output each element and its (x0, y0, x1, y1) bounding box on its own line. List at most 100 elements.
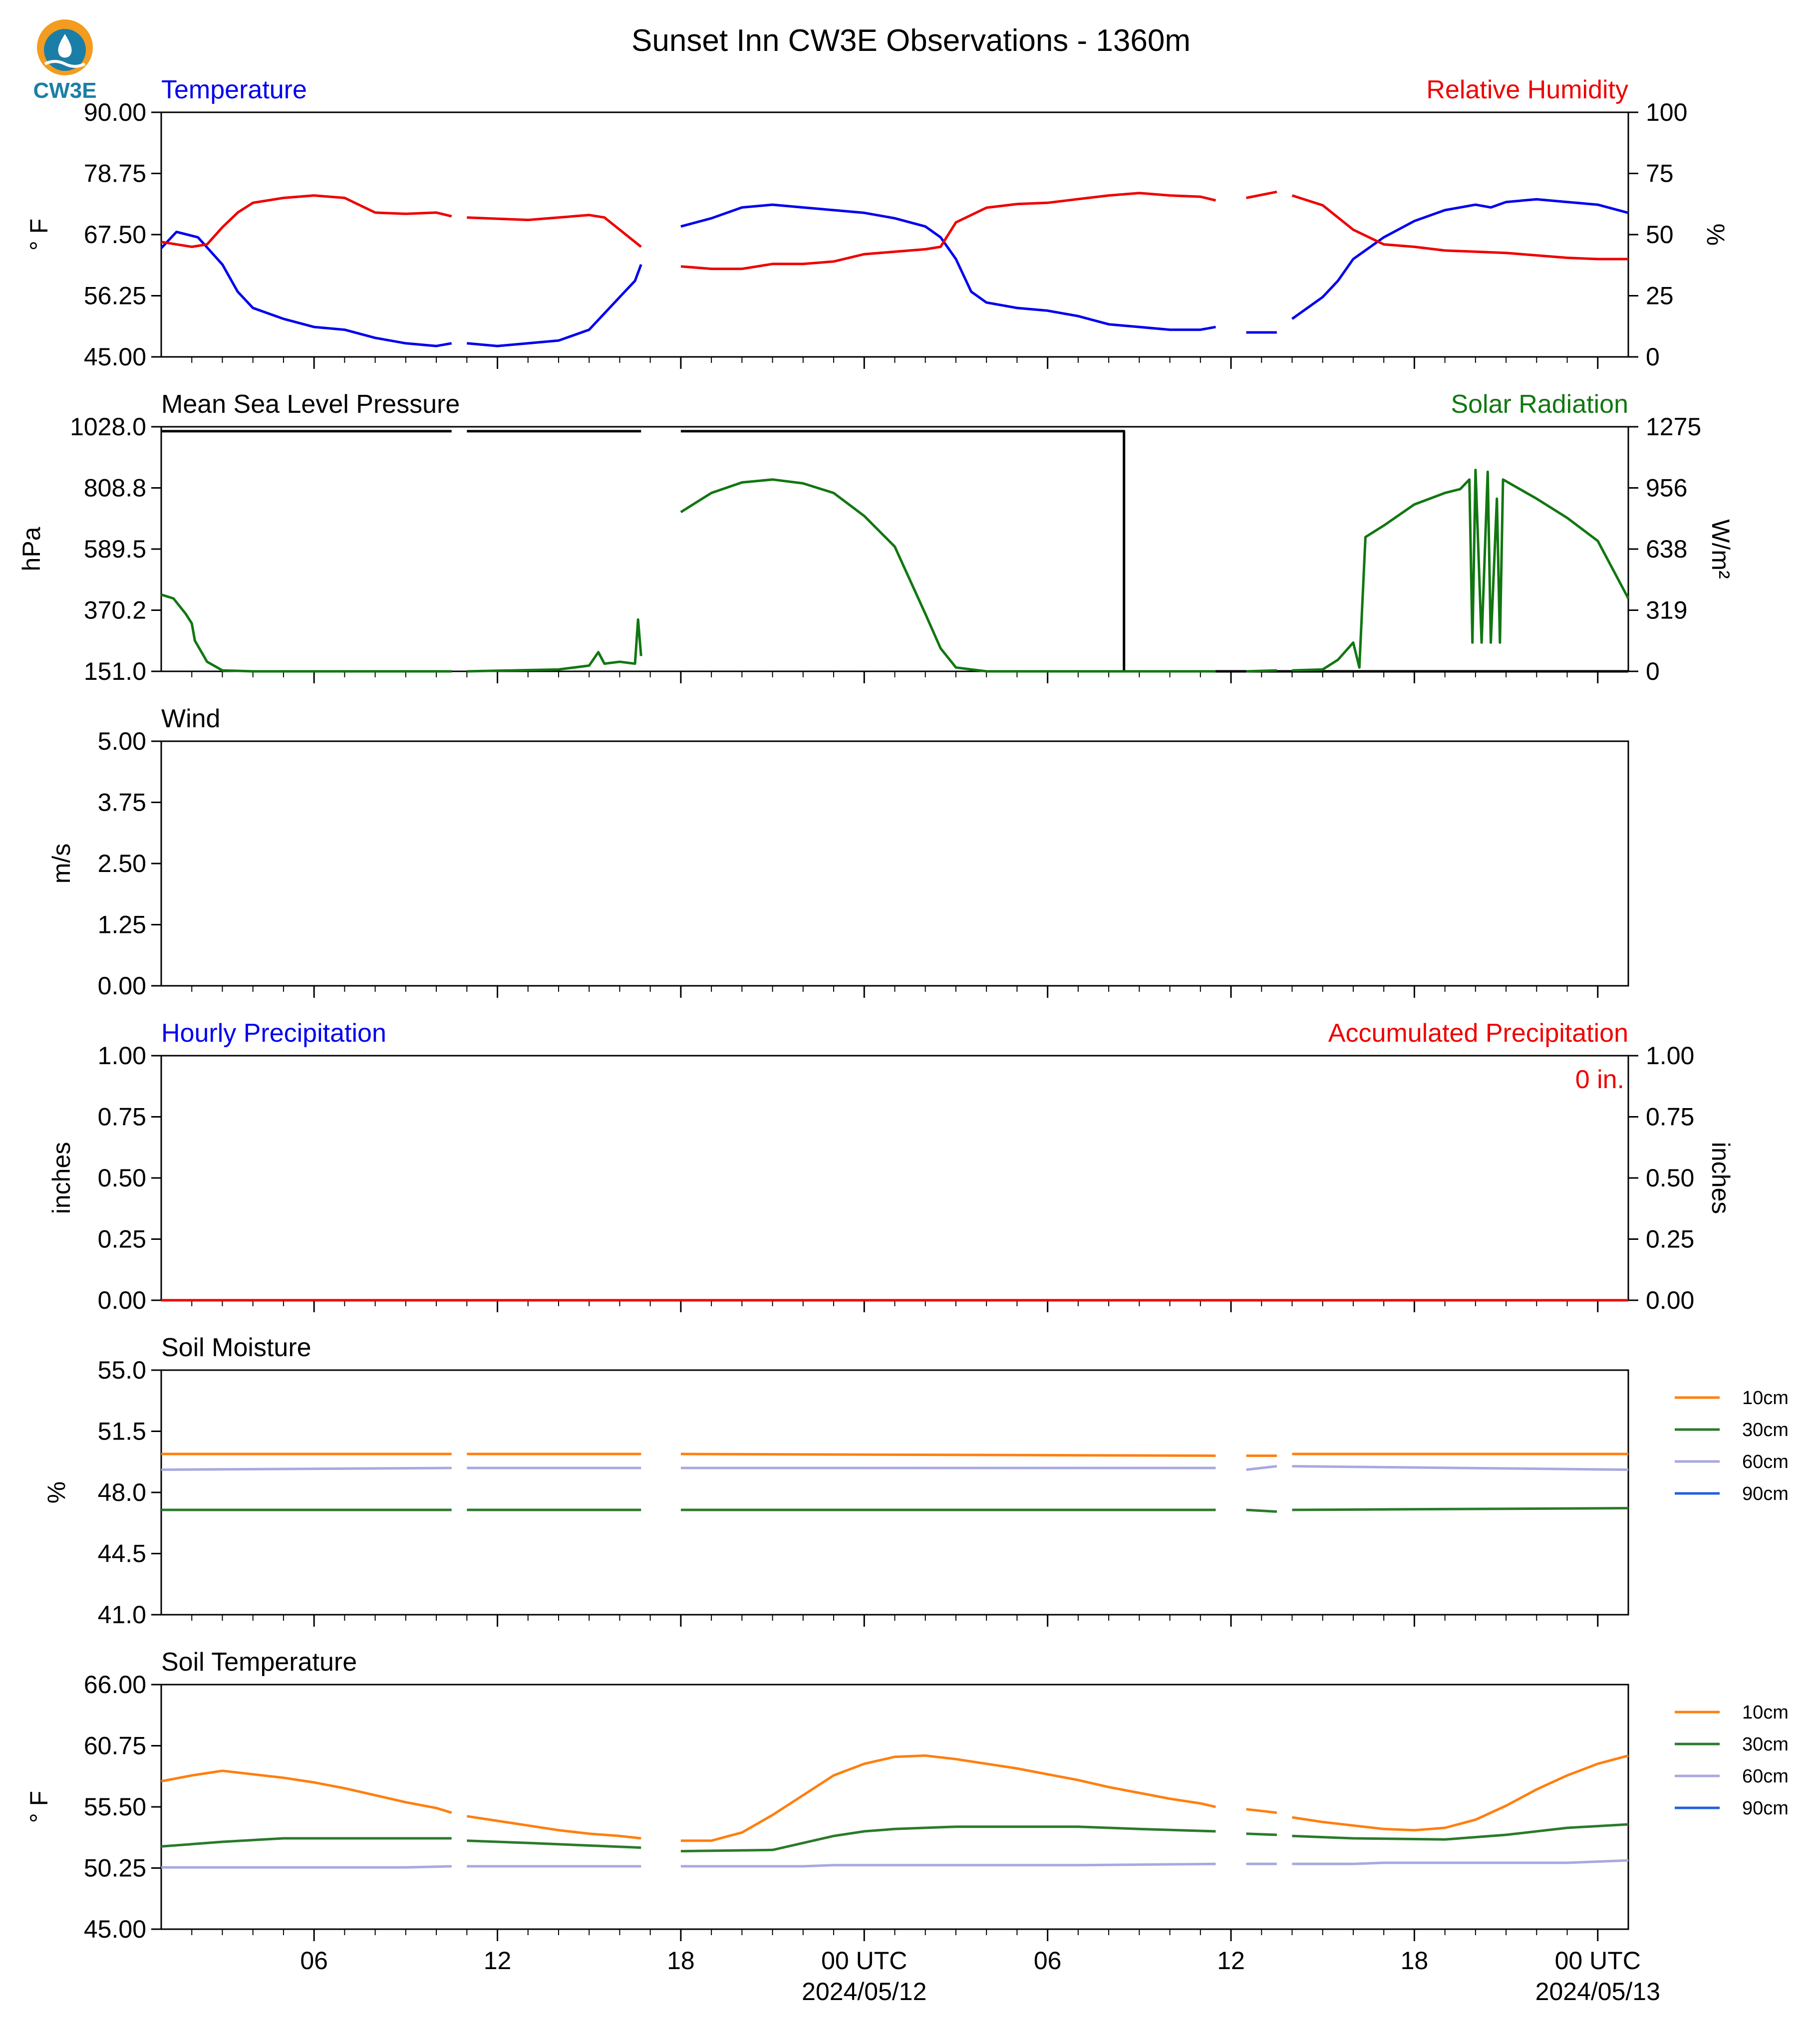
series-sm30-segment (1292, 1823, 1629, 1841)
y-tick-label: 0.25 (98, 1225, 146, 1253)
series-solar-segment (467, 618, 642, 673)
y-right-tick-label: 0.25 (1646, 1225, 1694, 1253)
y-tick-label: 60.75 (84, 1732, 146, 1760)
y-right-tick-label: 0 (1646, 657, 1660, 685)
logo-text: CW3E (33, 78, 96, 103)
cw3e-logo: CW3E (33, 19, 97, 103)
figure-title: Sunset Inn CW3E Observations - 1360m (631, 23, 1191, 58)
y-tick-label: 41.0 (98, 1601, 146, 1629)
y-tick-label: 3.75 (98, 789, 146, 817)
y-right-axis-label: inches (1707, 1142, 1735, 1214)
panel-soil_temp: 45.00 50.25 55.50 60.75 66.00 Soil Temperatur… (25, 1648, 1789, 2006)
series-sm10-segment (161, 1769, 452, 1814)
y-tick-label: 55.50 (84, 1793, 146, 1821)
series-sm30-segment (467, 1839, 641, 1849)
y-right-tick-label: 0.00 (1646, 1286, 1694, 1314)
series-sm60-segment (1292, 1465, 1629, 1471)
legend-label-90cm: 90cm (1742, 1483, 1789, 1504)
series-sm30-segment (1292, 1507, 1629, 1511)
y-right-tick-label: 25 (1646, 282, 1674, 310)
y-tick-label: 0.00 (98, 972, 146, 1000)
legend-label-30cm: 30cm (1742, 1420, 1789, 1441)
y-right-tick-label: 0.50 (1646, 1164, 1694, 1192)
y-tick-label: 0.50 (98, 1164, 146, 1192)
y-tick-label: 589.5 (84, 535, 146, 563)
series-sm10-segment (1246, 1808, 1277, 1814)
y-right-tick-label: 75 (1646, 160, 1674, 188)
y-right-tick-label: 1275 (1646, 413, 1701, 441)
y-tick-label: 48.0 (98, 1478, 146, 1506)
y-right-tick-label: 100 (1646, 98, 1687, 126)
series-sm10-segment (1292, 1754, 1629, 1832)
y-axis-label: inches (47, 1142, 75, 1214)
series-sm30-segment (680, 1825, 1216, 1853)
panel-title-left: Soil Moisture (161, 1333, 311, 1362)
y-tick-label: 5.00 (98, 727, 146, 755)
y-tick-label: 151.0 (84, 657, 146, 685)
y-tick-label: 808.8 (84, 474, 146, 502)
series-solar-segment (161, 593, 452, 673)
series-sm10-segment (680, 1754, 1216, 1842)
series-sm10-segment (680, 1452, 1216, 1457)
panels: 45.00 56.25 67.50 78.75 90.00 0 25 50 75 100 Tempe… (17, 75, 1789, 2006)
series-temperature-segment (1291, 198, 1629, 320)
x-tick-label: 18 (667, 1947, 695, 1975)
logo-wave-icon (44, 60, 86, 68)
x-tick-label: 06 (1034, 1947, 1062, 1975)
y-tick-label: 370.2 (84, 596, 146, 624)
y-tick-label: 1.00 (98, 1042, 146, 1070)
series-solar-segment (680, 478, 1216, 673)
y-tick-label: 78.75 (84, 160, 146, 188)
y-tick-label: 67.50 (84, 221, 146, 249)
series-sm60-segment (680, 1862, 1216, 1868)
y-right-tick-label: 50 (1646, 221, 1674, 249)
y-right-tick-label: 956 (1646, 474, 1687, 502)
series-sm30-segment (1246, 1832, 1277, 1836)
y-right-tick-label: 319 (1646, 596, 1687, 624)
series-humidity-segment (467, 214, 642, 248)
y-right-axis-label: W/m² (1707, 519, 1735, 579)
y-right-axis-label: % (1702, 224, 1730, 246)
series-sm60-segment (161, 1466, 452, 1471)
x-tick-date-label: 2024/05/13 (1535, 1978, 1660, 2006)
y-axis-label: ° F (25, 219, 53, 251)
x-tick-label: 00 UTC (821, 1947, 907, 1975)
series-sm60-segment (1292, 1859, 1629, 1865)
y-tick-label: 51.5 (98, 1418, 146, 1446)
x-tick-date-label: 2024/05/12 (802, 1978, 926, 2006)
y-axis-label: hPa (17, 527, 45, 571)
y-right-tick-label: 0.75 (1646, 1103, 1694, 1131)
y-right-tick-label: 638 (1646, 535, 1687, 563)
x-tick-label: 12 (484, 1947, 512, 1975)
series-sm30-segment (1246, 1508, 1277, 1513)
x-tick-label: 06 (300, 1947, 328, 1975)
y-right-tick-label: 0 (1646, 343, 1660, 371)
series-temperature-segment (160, 231, 452, 347)
panel-precip: 0.00 0.25 0.50 0.75 1.00 0.00 0.25 0.50 0.75 1.00… (47, 1019, 1735, 1314)
series-temperature-segment (467, 264, 642, 347)
y-tick-label: 56.25 (84, 282, 146, 310)
panel-title-right: Relative Humidity (1426, 75, 1628, 104)
y-tick-label: 0.75 (98, 1103, 146, 1131)
x-tick-label: 18 (1401, 1947, 1429, 1975)
panel-title-right: Solar Radiation (1451, 390, 1628, 419)
series-pressure-segment (680, 430, 1628, 673)
panel-title-left: Mean Sea Level Pressure (161, 390, 460, 419)
panel-title-left: Temperature (161, 75, 307, 104)
y-tick-label: 0.00 (98, 1286, 146, 1314)
series-sm60-segment (1246, 1465, 1277, 1471)
y-tick-label: 45.00 (84, 1915, 146, 1943)
series-humidity-segment (1246, 190, 1277, 199)
y-tick-label: 50.25 (84, 1854, 146, 1882)
panel-pressure_solar: 151.0 370.2 589.5 808.8 1028.0 0 319 638 956 1275… (17, 390, 1735, 685)
y-axis-label: % (42, 1481, 70, 1503)
panel-soil_moisture: 41.0 44.5 48.0 51.5 55.0 Soil Moisture% 10cm 30… (42, 1333, 1789, 1629)
panel-temp_rh: 45.00 56.25 67.50 78.75 90.00 0 25 50 75 100 Tempe… (25, 75, 1730, 371)
y-right-tick-label: 1.00 (1646, 1042, 1694, 1070)
legend-label-60cm: 60cm (1742, 1451, 1789, 1472)
logo-drop-icon (58, 34, 72, 58)
x-tick-label: 00 UTC (1555, 1947, 1641, 1975)
y-axis-label: ° F (25, 1791, 53, 1823)
